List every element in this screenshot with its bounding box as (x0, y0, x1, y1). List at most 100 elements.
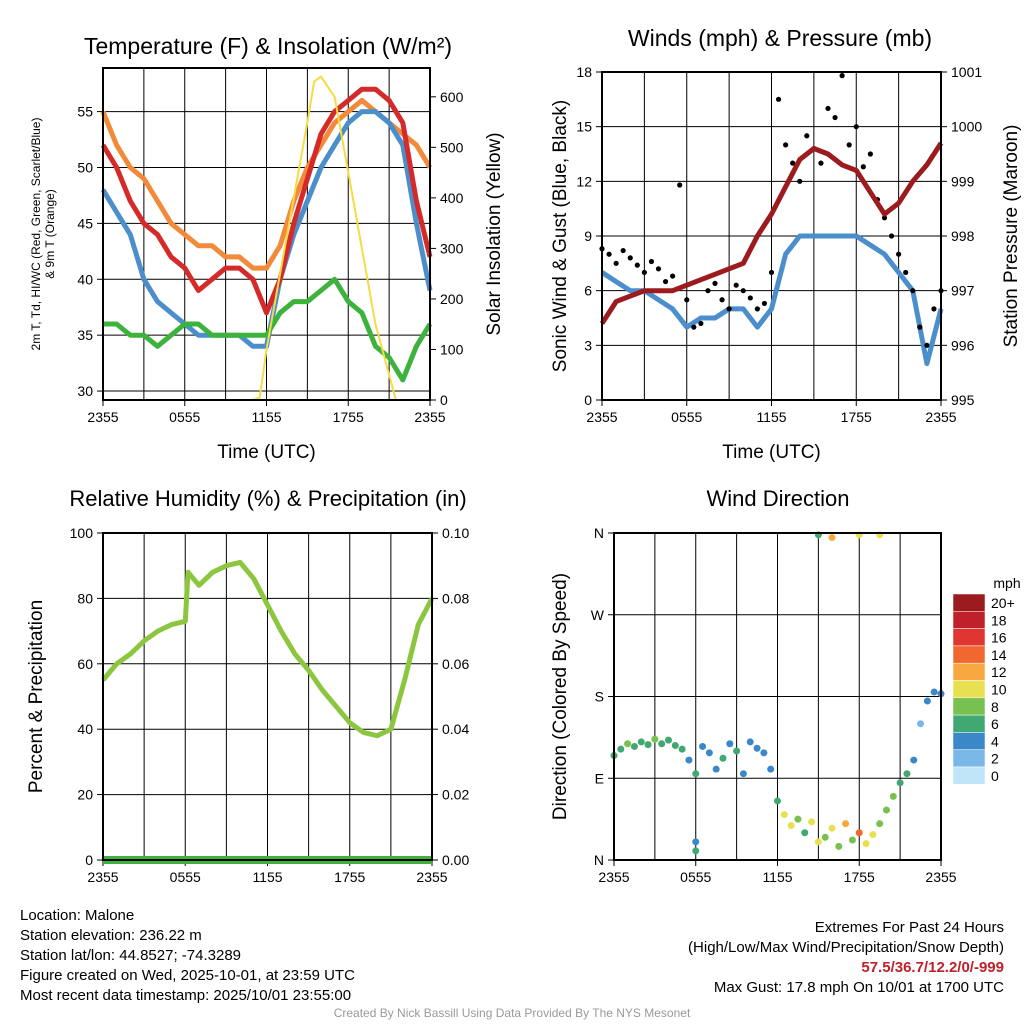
gust-point (846, 142, 852, 148)
gust-point (712, 280, 718, 286)
gust-point (839, 73, 845, 79)
direction-point (794, 815, 802, 823)
legend-label: 10 (991, 682, 1007, 698)
extremes-title: Extremes For Past 24 Hours (814, 919, 1004, 936)
direction-point (848, 836, 856, 844)
legend-label: 16 (991, 630, 1007, 646)
gust-point (896, 251, 902, 257)
direction-point (917, 720, 925, 728)
y-tick-label: N (594, 525, 604, 541)
x-tick-label: 0555 (170, 869, 201, 885)
y-tick-label: 35 (77, 327, 93, 343)
gust-point (860, 164, 866, 170)
direction-point (862, 840, 870, 848)
chart-wind: Winds (mph) & Pressure (mb) 2355 0555 1155 1… (550, 25, 1022, 463)
y-axis-label-2: & 9m T (Orange) (43, 189, 57, 279)
legend-swatch (952, 593, 986, 612)
max-gust: Max Gust: 17.8 mph On 10/01 at 1700 UTC (713, 979, 1004, 996)
y2-tick-label: 200 (440, 291, 464, 307)
gust-point (931, 306, 937, 312)
gust-point (881, 215, 888, 221)
direction-point (774, 797, 781, 805)
x-axis-label: Time (UTC) (722, 442, 821, 463)
gust-point (754, 306, 760, 312)
x-tick-label: 0555 (671, 409, 702, 425)
direction-point (699, 742, 707, 750)
direction-point (910, 756, 918, 764)
gust-point (804, 133, 810, 139)
x-tick-label: 2355 (87, 869, 118, 885)
direction-point (814, 838, 822, 846)
direction-point (828, 824, 836, 832)
y2-tick-label: 600 (440, 89, 464, 105)
y-tick-label: 80 (77, 590, 93, 606)
y2-axis-label: Solar Insolation (Yellow) (484, 132, 505, 335)
direction-point (739, 770, 747, 778)
y2-tick-label: 0.06 (442, 656, 469, 672)
direction-point (821, 833, 829, 841)
direction-point (692, 770, 700, 778)
direction-point (842, 820, 850, 828)
gust-point (719, 297, 725, 303)
gust-point (670, 273, 676, 279)
direction-point (617, 745, 625, 753)
legend-label: 14 (991, 647, 1007, 663)
legend-title: mph (993, 575, 1020, 591)
direction-point (733, 747, 741, 755)
legend-swatch (952, 628, 986, 647)
gust-point (634, 262, 640, 268)
gust-point (705, 288, 711, 294)
legend-label: 20+ (991, 595, 1015, 611)
y-tick-label: 0 (584, 392, 592, 408)
y-tick-label: W (591, 607, 605, 623)
recent-timestamp: Most recent data timestamp: 2025/10/01 2… (20, 987, 352, 1004)
direction-point (869, 831, 877, 839)
legend-swatch (952, 645, 986, 664)
gust-point (613, 260, 619, 266)
gust-point (655, 266, 662, 272)
y-tick-label: 30 (77, 383, 93, 399)
legend-swatch (952, 714, 986, 733)
gust-point (747, 295, 753, 301)
y2-tick-label: 0.02 (442, 787, 469, 803)
chart-temp: Temperature (F) & Insolation (W/m²)2355 0… (29, 33, 505, 463)
y-tick-label: 18 (576, 64, 592, 80)
legend-swatch (952, 611, 986, 629)
direction-point (923, 697, 931, 705)
gust-point (606, 251, 612, 257)
legend-label: 4 (991, 733, 999, 749)
direction-point (651, 735, 659, 743)
x-tick-label: 2355 (416, 869, 447, 885)
direction-point (678, 745, 686, 753)
gust-point (790, 160, 796, 166)
y2-tick-label: 999 (951, 173, 975, 189)
legend-swatch (952, 732, 986, 750)
y2-tick-label: 998 (951, 228, 975, 244)
y2-tick-label: 500 (440, 139, 464, 155)
y-tick-label: 60 (77, 656, 93, 672)
y2-tick-label: 0 (440, 392, 448, 408)
plot-frame (601, 71, 942, 401)
legend-label: 0 (991, 768, 999, 784)
y2-tick-label: 100 (440, 341, 464, 357)
plot-frame (102, 532, 433, 861)
y2-tick-label: 0.08 (442, 590, 469, 606)
direction-point (767, 765, 775, 773)
gust-point (797, 178, 803, 184)
credit: Created By Nick Bassill Using Data Provi… (333, 1006, 691, 1020)
direction-point (903, 770, 911, 778)
direction-point (665, 736, 672, 744)
y-tick-label: 3 (584, 337, 592, 353)
gust-point (662, 278, 669, 285)
gust-point (684, 297, 690, 303)
direction-point (692, 847, 700, 855)
direction-point (658, 740, 666, 748)
direction-point (624, 740, 632, 748)
direction-point (889, 792, 897, 800)
y-tick-label: 20 (77, 787, 93, 803)
y-tick-label: 50 (77, 159, 93, 175)
y-tick-label: 12 (576, 173, 592, 189)
series-td (103, 276, 433, 383)
station-info: Location: Malone Station elevation: 236.… (20, 906, 355, 1006)
extremes-subtitle: (High/Low/Max Wind/Precipitation/Snow De… (688, 939, 1004, 956)
